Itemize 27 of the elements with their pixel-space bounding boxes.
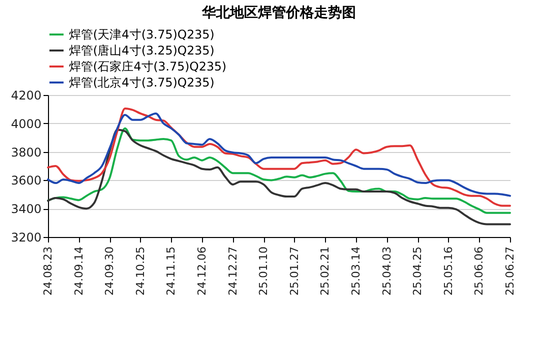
x-tick-label: 24.10.25 <box>134 246 147 296</box>
legend-label: 焊管(石家庄4寸(3.75)Q235) <box>69 60 226 74</box>
x-tick-label: 25.06.06 <box>472 246 486 296</box>
y-tick-label: 4200 <box>10 88 42 102</box>
x-tick-label: 24.08.23 <box>42 246 54 296</box>
x-tick-label: 25.06.27 <box>504 246 516 296</box>
y-tick-label: 3600 <box>10 174 42 188</box>
x-tick-label: 24.11.15 <box>164 246 178 296</box>
x-tick-label: 25.01.27 <box>288 246 301 296</box>
legend-label: 焊管(唐山4寸(3.25)Q235) <box>69 44 214 58</box>
x-tick-label: 25.03.14 <box>350 246 362 296</box>
x-tick-label: 24.12.27 <box>226 246 240 296</box>
y-tick-label: 3400 <box>10 202 42 216</box>
x-tick-label: 25.02.21 <box>318 246 332 296</box>
x-tick-label: 25.05.16 <box>442 246 455 296</box>
x-tick-label: 25.01.10 <box>257 246 270 296</box>
y-tick-label: 4000 <box>10 116 42 131</box>
x-tick-label: 24.12.06 <box>196 246 208 296</box>
legend-label: 焊管(北京4寸(3.75)Q235) <box>69 76 214 90</box>
y-tick-label: 3200 <box>10 230 42 244</box>
y-tick-label: 3800 <box>10 145 42 160</box>
x-tick-label: 25.04.03 <box>380 246 394 296</box>
legend-label: 焊管(天津4寸(3.75)Q235) <box>69 28 214 42</box>
x-tick-label: 24.09.30 <box>103 246 116 296</box>
chart-title: 华北地区焊管价格走势图 <box>201 5 356 21</box>
x-tick-label: 25.04.25 <box>411 246 424 296</box>
x-tick-label: 24.09.14 <box>72 246 86 296</box>
